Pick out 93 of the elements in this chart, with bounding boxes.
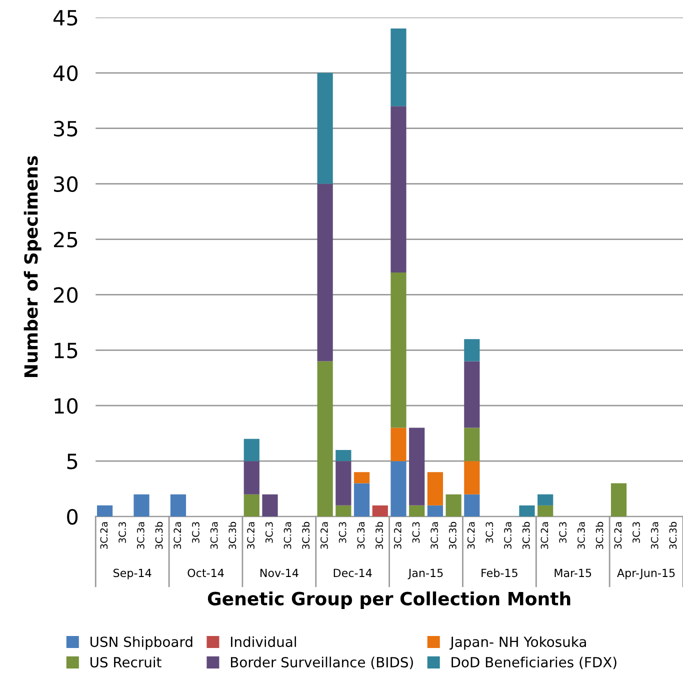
x-tick-label: 3C.3a (578, 522, 585, 549)
x-tick-label: 3C.3a (136, 522, 144, 549)
bar (336, 505, 352, 517)
bar (317, 72, 333, 184)
y-tick-label: 35 (54, 120, 78, 137)
bar (610, 483, 627, 517)
bar (390, 428, 406, 462)
legend-label: Border Surveillance (BIDS) (230, 656, 413, 670)
text: Sep-14 (114, 568, 152, 580)
bar (244, 461, 260, 494)
x-tick-label: 3C.3b (155, 522, 163, 550)
legend-label: USN Shipboard (90, 636, 192, 650)
bar (317, 361, 333, 517)
x-tick-label: 3C.3 (559, 522, 567, 543)
bar (390, 28, 406, 106)
x-tick-label: 3C.2a (320, 522, 328, 549)
text: Dec-14 (334, 568, 372, 578)
bar (390, 272, 406, 428)
bar (354, 483, 370, 517)
bar (409, 505, 425, 517)
bar (464, 339, 480, 362)
bar (427, 472, 443, 506)
bar (409, 428, 425, 506)
x-tick-label: 3C.3b (448, 522, 456, 550)
bar (170, 494, 186, 517)
x-tick-label: 3C.3b (302, 522, 310, 550)
bar (538, 505, 554, 517)
y-tick-label: 10 (54, 398, 78, 414)
legend-label: Individual (230, 636, 296, 648)
bar (244, 494, 260, 517)
bar (134, 494, 150, 517)
x-tick-label: 3C.2a (467, 522, 475, 549)
x-tick-label: 3C.3b (228, 522, 236, 550)
bar (446, 494, 462, 517)
bar (317, 184, 333, 362)
x-tick-label: 3C.3 (486, 522, 494, 543)
x-tick-label: 3C.3 (338, 522, 346, 543)
bar (390, 106, 406, 273)
bar (538, 494, 554, 506)
x-tick-label: 3C.2a (100, 522, 108, 549)
bar (372, 505, 388, 517)
text: Nov-14 (260, 568, 298, 578)
y-tick-label: 25 (54, 232, 78, 248)
bar (96, 505, 113, 517)
bar (519, 505, 535, 517)
x-tick-label: 3C.2a (614, 522, 622, 549)
bar (336, 450, 352, 462)
bar (464, 461, 480, 494)
y-tick-label: 5 (67, 454, 78, 470)
y-tick-label: 15 (54, 342, 78, 358)
bar (390, 461, 406, 517)
x-tick-label: 3C.3a (504, 522, 512, 549)
bar (354, 472, 370, 484)
legend-label: DoD Beneficiaries (FDX) (452, 656, 616, 670)
x-tick-label: 3C.3b (375, 522, 383, 550)
x-tick-label: 3C.3b (669, 522, 677, 550)
bar (464, 428, 480, 462)
bar (336, 461, 352, 506)
x-tick-label: 3C.3b (522, 522, 530, 550)
x-axis-title: Genetic Group per Collection Month (208, 591, 570, 609)
x-tick-label: 3C.3b (596, 522, 604, 550)
bar (464, 494, 480, 517)
y-axis-title: Number of Specimens (24, 156, 42, 378)
y-tick-label: 0 (67, 508, 78, 525)
text: Mar-15 (554, 568, 592, 578)
y-tick-label: 30 (54, 176, 78, 192)
x-tick-label: 3C.3 (265, 522, 273, 543)
x-tick-label: 3C.3 (412, 522, 420, 543)
text: Feb-15 (482, 568, 518, 578)
bar (244, 438, 260, 462)
x-tick-label: 3C.2a (394, 522, 402, 549)
x-tick-label: 3C.3a (284, 522, 292, 549)
y-tick-label: 45 (53, 10, 78, 26)
text: Jan-15 (408, 568, 443, 580)
legend-label: Japan- NH Yokosuka (450, 636, 586, 650)
y-tick-label: 40 (53, 65, 78, 82)
text: Apr-Jun-15 (617, 568, 675, 580)
x-tick-label: 3C.3a (650, 522, 658, 549)
legend-label: US Recruit (90, 656, 162, 668)
x-tick-label: 3C.2a (247, 522, 254, 549)
x-tick-label: 3C.3 (632, 522, 640, 543)
text: Oct-14 (188, 568, 224, 578)
x-tick-label: 3C.2a (540, 522, 548, 549)
bar (262, 494, 278, 517)
y-tick-label: 20 (54, 287, 78, 303)
x-tick-label: 3C.3a (210, 522, 218, 549)
x-tick-label: 3C.3 (118, 522, 126, 543)
bar (427, 505, 443, 517)
bar (464, 361, 480, 428)
x-tick-label: 3C.3 (192, 522, 200, 543)
x-tick-label: 3C.2a (174, 522, 182, 549)
x-tick-label: 3C.3a (430, 522, 438, 549)
x-tick-label: 3C.3a (357, 522, 365, 549)
